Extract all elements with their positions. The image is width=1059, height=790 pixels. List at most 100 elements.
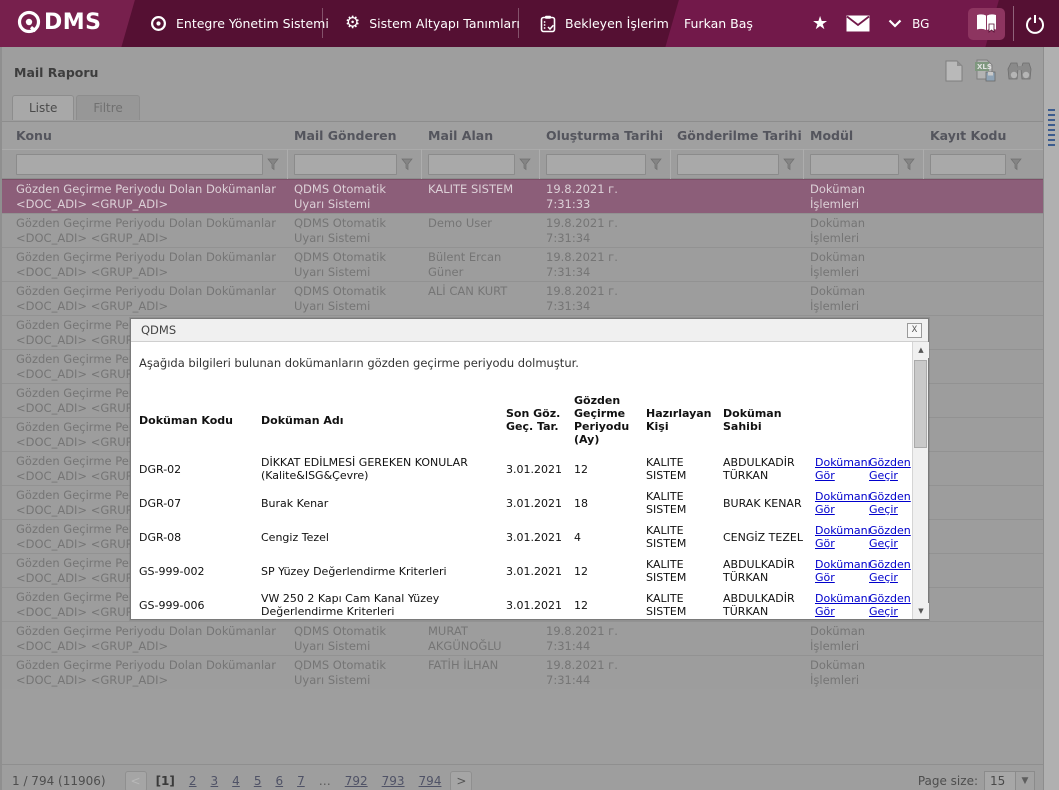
page-link[interactable]: 792: [345, 774, 368, 788]
cell-son-goz-gec-tar: 3.01.2021: [506, 554, 574, 588]
table-row[interactable]: Gözden Geçirme Periyodu Dolan Dokümanlar…: [2, 281, 1045, 315]
cell-periyot: 12: [574, 452, 646, 486]
column-header-olusturma-tarihi[interactable]: Oluşturma Tarihi: [540, 125, 671, 146]
page-link[interactable]: 6: [275, 774, 283, 788]
pagination-summary: 1 / 794 (11906): [12, 774, 106, 788]
page-size-value: 15: [984, 771, 1016, 790]
column-header-mail-alan[interactable]: Mail Alan: [422, 125, 540, 146]
page-title: Mail Raporu: [14, 65, 98, 80]
cell-olusturma-saat: 7:31:34: [546, 231, 663, 246]
help-book-button[interactable]: [968, 8, 1005, 40]
cell-sahip: ABDULKADİR TÜRKAN: [723, 588, 815, 619]
cell-mail-alan: Bülent Ercan Güner: [428, 250, 501, 279]
column-header-konu[interactable]: Konu: [10, 125, 288, 146]
link-gozden-gecir[interactable]: Gözden Geçir: [869, 558, 911, 584]
tab-filtre[interactable]: Filtre: [76, 95, 139, 120]
filter-input[interactable]: [294, 154, 397, 175]
top-navigation-bar: DMS Entegre Yönetim Sistemi ⚙ Sistem Alt…: [0, 0, 1059, 47]
filter-input[interactable]: [428, 154, 515, 175]
link-dokumani-gor[interactable]: Dokümanı Gör: [815, 490, 871, 516]
page-link[interactable]: 794: [419, 774, 442, 788]
page-size-select[interactable]: 15 ▼: [984, 771, 1035, 790]
column-header-gonderilme-tarihi[interactable]: Gönderilme Tarihi: [671, 125, 804, 146]
menu-pending-tasks[interactable]: Bekleyen İşlerim: [540, 0, 669, 47]
cell-modul: Doküman İşlemleri: [810, 284, 865, 313]
scroll-up-icon[interactable]: ▲: [913, 342, 929, 358]
cell-periyot: 4: [574, 520, 646, 554]
dialog-title-bar[interactable]: QDMS X: [131, 319, 928, 342]
page-link[interactable]: 7: [297, 774, 305, 788]
menu-divider: [518, 8, 519, 38]
scroll-down-icon[interactable]: ▼: [913, 603, 929, 619]
cell-konu: Gözden Geçirme Periyodu Dolan Dokümanlar…: [16, 624, 276, 653]
link-gozden-gecir[interactable]: Gözden Geçir: [869, 524, 911, 550]
user-name-label: Furkan Baş: [684, 16, 753, 31]
column-header-mail-gonderen[interactable]: Mail Gönderen: [288, 125, 422, 146]
column-header-modul[interactable]: Modül: [804, 125, 924, 146]
link-dokumani-gor[interactable]: Dokümanı Gör: [815, 592, 871, 618]
funnel-filter-icon[interactable]: [1010, 158, 1022, 171]
filter-input[interactable]: [930, 154, 1006, 175]
qdms-logo[interactable]: DMS: [16, 9, 102, 35]
print-document-icon[interactable]: [944, 60, 964, 83]
link-gozden-gecir[interactable]: Gözden Geçir: [869, 592, 911, 618]
filter-cell: [288, 149, 422, 179]
close-icon[interactable]: X: [907, 323, 922, 338]
table-row[interactable]: Gözden Geçirme Periyodu Dolan Dokümanlar…: [2, 655, 1045, 689]
next-page-button[interactable]: >: [450, 771, 472, 790]
dialog-scrollbar[interactable]: ▲ ▼: [912, 342, 928, 619]
export-xls-icon[interactable]: XLS: [974, 59, 997, 83]
table-row[interactable]: Gözden Geçirme Periyodu Dolan Dokümanlar…: [2, 247, 1045, 281]
splitter-grip[interactable]: [1048, 109, 1055, 147]
table-row[interactable]: Gözden Geçirme Periyodu Dolan Dokümanlar…: [2, 621, 1045, 655]
table-row[interactable]: Gözden Geçirme Periyodu Dolan Dokümanlar…: [2, 179, 1045, 213]
page-link[interactable]: 793: [382, 774, 405, 788]
favorites-star-icon[interactable]: ★: [812, 13, 828, 34]
filter-input[interactable]: [810, 154, 899, 175]
link-dokumani-gor[interactable]: Dokümanı Gör: [815, 456, 871, 482]
svg-text:XLS: XLS: [977, 63, 992, 71]
menu-integrated-management[interactable]: Entegre Yönetim Sistemi: [150, 0, 329, 47]
column-header-kayit-kodu[interactable]: Kayıt Kodu: [924, 125, 1030, 146]
link-gozden-gecir[interactable]: Gözden Geçir: [869, 456, 911, 482]
tab-liste[interactable]: Liste: [12, 95, 74, 120]
language-selector[interactable]: BG: [912, 17, 929, 31]
filter-input[interactable]: [546, 154, 646, 175]
table-row[interactable]: Gözden Geçirme Periyodu Dolan Dokümanlar…: [2, 213, 1045, 247]
funnel-filter-icon[interactable]: [783, 158, 795, 171]
search-binoculars-icon[interactable]: [1007, 60, 1033, 82]
logo-text: DMS: [44, 10, 102, 35]
link-dokumani-gor[interactable]: Dokümanı Gör: [815, 524, 871, 550]
help-book-icon: [974, 12, 999, 36]
chevron-down-icon[interactable]: [888, 19, 902, 28]
document-row: DGR-07 Burak Kenar 3.01.2021 18 KALITE S…: [139, 486, 912, 520]
power-logout-icon[interactable]: [1025, 14, 1045, 34]
page-link[interactable]: 4: [232, 774, 240, 788]
page-size-dropdown-icon[interactable]: ▼: [1016, 771, 1035, 790]
page-link[interactable]: 3: [211, 774, 219, 788]
cell-mail-alan: Demo User: [428, 216, 492, 230]
prev-page-button[interactable]: <: [125, 771, 147, 790]
cell-modul: Doküman İşlemleri: [810, 216, 865, 245]
menu-system-infrastructure[interactable]: ⚙ Sistem Altyapı Tanımları: [345, 0, 520, 47]
cell-son-goz-gec-tar: 3.01.2021: [506, 486, 574, 520]
cell-olusturma-tarihi: 19.8.2021 г.: [546, 250, 663, 265]
funnel-filter-icon[interactable]: [519, 158, 531, 171]
link-gozden-gecir[interactable]: Gözden Geçir: [869, 490, 911, 516]
page-ellipsis: …: [319, 774, 331, 788]
link-dokumani-gor[interactable]: Dokümanı Gör: [815, 558, 871, 584]
page-link[interactable]: 5: [254, 774, 262, 788]
col-dokuman-adi: Doküman Adı: [261, 392, 506, 452]
scrollbar-thumb[interactable]: [914, 360, 927, 448]
page-link[interactable]: 2: [189, 774, 197, 788]
mail-icon[interactable]: [846, 15, 870, 32]
funnel-filter-icon[interactable]: [267, 158, 279, 171]
funnel-filter-icon[interactable]: [903, 158, 915, 171]
user-name[interactable]: Furkan Baş: [684, 0, 753, 47]
funnel-filter-icon[interactable]: [650, 158, 662, 171]
cell-mail-gonderen: QDMS Otomatik Uyarı Sistemi: [294, 658, 386, 687]
cell-sahip: ABDULKADİR TÜRKAN: [723, 452, 815, 486]
funnel-filter-icon[interactable]: [401, 158, 413, 171]
filter-input[interactable]: [677, 154, 779, 175]
filter-input[interactable]: [16, 154, 263, 175]
